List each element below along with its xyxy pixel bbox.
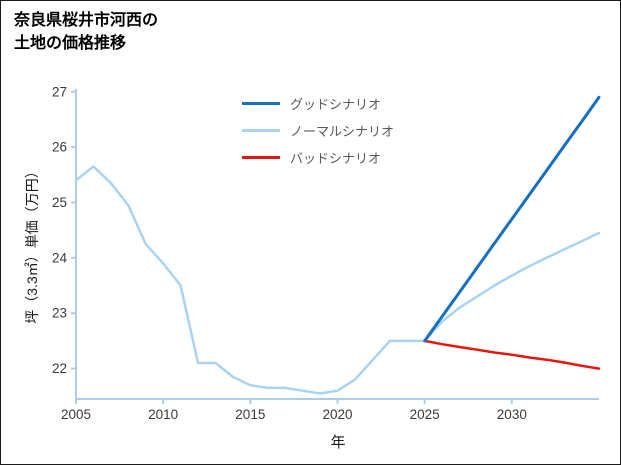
chart-title-line2: 土地の価格推移 — [14, 35, 127, 53]
series-line-normal — [74, 165, 601, 395]
x-tick-label: 2015 — [235, 407, 265, 422]
x-axis-title: 年 — [330, 434, 346, 451]
x-tick-label: 2010 — [148, 407, 178, 422]
y-tick-label: 22 — [52, 361, 67, 376]
x-tick-label: 2020 — [322, 407, 352, 422]
chart-title: 奈良県桜井市河西の 土地の価格推移 — [14, 9, 158, 55]
y-axis-title: 坪（3.3㎡）単価（万円） — [24, 164, 40, 324]
chart-title-line1: 奈良県桜井市河西の — [14, 12, 159, 29]
series-line-good — [423, 95, 601, 343]
y-tick-label: 26 — [52, 140, 67, 155]
y-tick-label: 24 — [52, 250, 68, 265]
y-tick-label: 27 — [52, 84, 67, 99]
legend-item-bad: バッドシナリオ — [242, 148, 394, 166]
y-tick-label: 25 — [52, 195, 67, 210]
series-line-bad — [423, 339, 601, 370]
legend-item-good: グッドシナリオ — [242, 94, 394, 112]
x-tick-label: 2030 — [497, 407, 527, 422]
y-tick-label: 23 — [52, 306, 67, 321]
legend-label-good: グッドシナリオ — [290, 96, 382, 112]
legend-item-normal: ノーマルシナリオ — [242, 121, 394, 139]
legend-swatch-bad-line — [242, 155, 280, 159]
x-tick-label: 2025 — [410, 407, 440, 422]
chart-legend: グッドシナリオ ノーマルシナリオ バッドシナリオ — [242, 94, 394, 175]
legend-label-normal: ノーマルシナリオ — [290, 123, 395, 139]
legend-label-bad: バッドシナリオ — [290, 150, 382, 166]
x-tick-label: 2005 — [61, 407, 91, 422]
legend-swatch-good-line — [242, 101, 280, 105]
legend-swatch-normal-line — [242, 128, 280, 132]
